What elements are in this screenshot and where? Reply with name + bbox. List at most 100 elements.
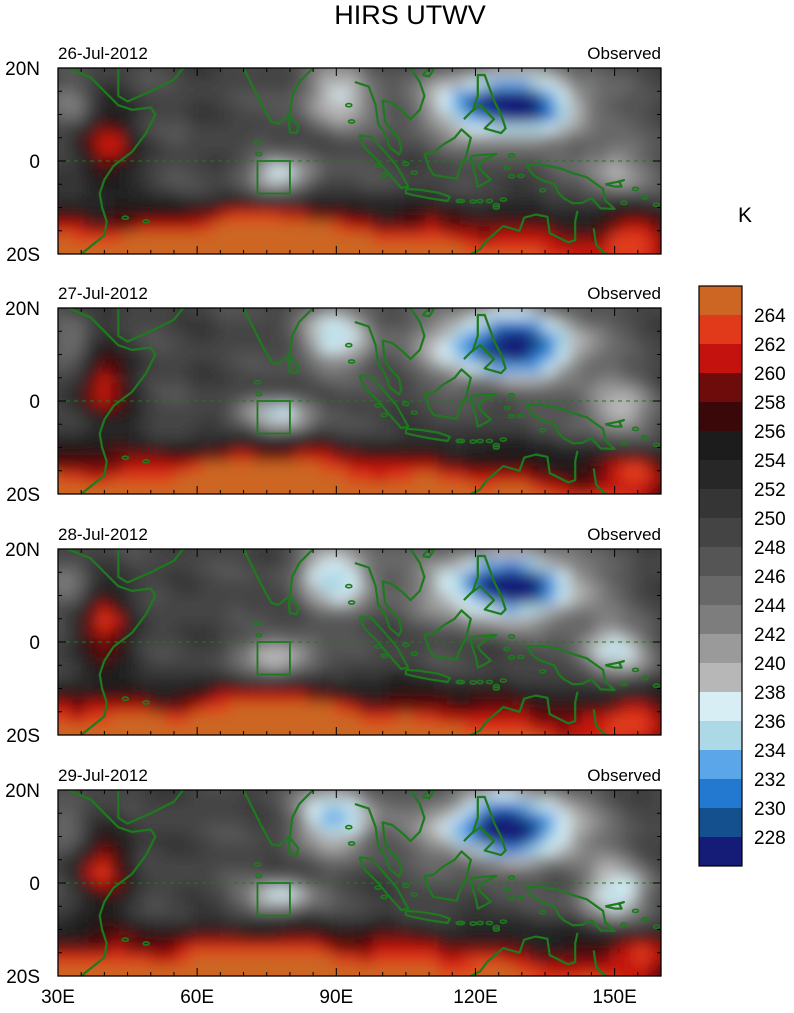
field-cell (490, 318, 505, 331)
field-cell (58, 570, 72, 583)
field-cell (162, 636, 177, 649)
field-cell (84, 89, 99, 102)
field-cell (595, 417, 610, 430)
islet (640, 194, 649, 200)
field-cell (425, 658, 439, 671)
field-cell (386, 254, 400, 266)
field-cell (543, 724, 557, 735)
field-cell (595, 855, 610, 868)
field-cell (215, 713, 230, 725)
islet (503, 887, 511, 893)
field-cell (464, 768, 478, 780)
field-cell (58, 395, 59, 408)
field-cell (123, 100, 138, 113)
field-cell (569, 768, 583, 780)
field-cell (543, 166, 557, 179)
field-cell (320, 318, 335, 331)
field-cell (58, 691, 72, 703)
field-cell (477, 243, 492, 254)
field-cell (162, 395, 177, 408)
field-cell (411, 833, 426, 846)
field-cell (634, 833, 649, 846)
field-cell (634, 592, 649, 605)
field-cell (162, 133, 177, 146)
field-cell (307, 351, 321, 364)
field-cell (608, 68, 623, 80)
field-cell (58, 362, 72, 375)
field-cell (372, 68, 387, 69)
field-cell (451, 746, 465, 758)
field-cell (280, 921, 295, 933)
field-cell (647, 954, 661, 966)
field-cell (398, 581, 413, 594)
field-cell (123, 943, 138, 955)
field-cell (556, 308, 570, 320)
field-cell (294, 658, 308, 671)
field-cell (608, 603, 623, 616)
field-cell (411, 221, 426, 233)
field-cell (241, 625, 256, 638)
field-cell (582, 406, 597, 419)
field-cell (464, 188, 479, 201)
field-cell (280, 811, 295, 824)
field-cell (84, 976, 98, 988)
field-cell (176, 932, 190, 944)
field-cell (503, 790, 518, 791)
field-cell (346, 188, 361, 201)
field-cell (176, 724, 190, 735)
field-cell (595, 483, 610, 494)
field-cell (490, 243, 505, 254)
field-cell (202, 549, 217, 550)
field-cell (674, 308, 688, 320)
field-cell (674, 812, 688, 824)
field-cell (228, 406, 243, 419)
field-cell (425, 177, 439, 190)
field-cell (84, 614, 99, 627)
field-cell (202, 910, 217, 923)
field-cell (254, 68, 269, 80)
field-cell (294, 483, 308, 494)
field-cell (582, 976, 596, 988)
field-cell (569, 417, 584, 430)
field-cell (346, 669, 361, 682)
field-cell (267, 483, 282, 494)
field-cell (595, 351, 610, 364)
field-cell (189, 428, 203, 441)
field-cell (359, 592, 374, 605)
field-cell (674, 669, 688, 681)
field-cell (360, 494, 374, 506)
field-cell (110, 384, 125, 397)
field-cell (254, 603, 269, 616)
field-cell (608, 954, 623, 966)
field-cell (490, 199, 505, 211)
field-cell (608, 144, 623, 157)
field-cell (398, 549, 413, 561)
field-cell (124, 494, 138, 506)
field-cell (569, 286, 583, 298)
field-cell (647, 362, 661, 375)
field-cell (556, 691, 570, 703)
field-cell (280, 702, 295, 714)
field-cell (58, 406, 59, 419)
field-cell (385, 351, 400, 364)
field-cell (385, 210, 400, 222)
field-cell (543, 888, 557, 901)
field-cell (346, 210, 361, 222)
field-cell (385, 910, 400, 923)
field-cell (411, 122, 426, 135)
field-cell (411, 625, 426, 638)
field-cell (425, 592, 439, 605)
field-cell (294, 592, 308, 605)
field-cell (398, 954, 413, 966)
field-cell (543, 439, 557, 451)
field-cell (45, 976, 59, 988)
field-cell (136, 428, 151, 441)
field-cell (189, 790, 203, 791)
field-cell (595, 844, 610, 857)
field-cell (543, 790, 557, 802)
field-cell (438, 483, 453, 494)
field-cell (215, 724, 230, 735)
field-cell (569, 329, 584, 342)
field-cell (438, 286, 452, 298)
panel-label: Observed (587, 525, 661, 544)
